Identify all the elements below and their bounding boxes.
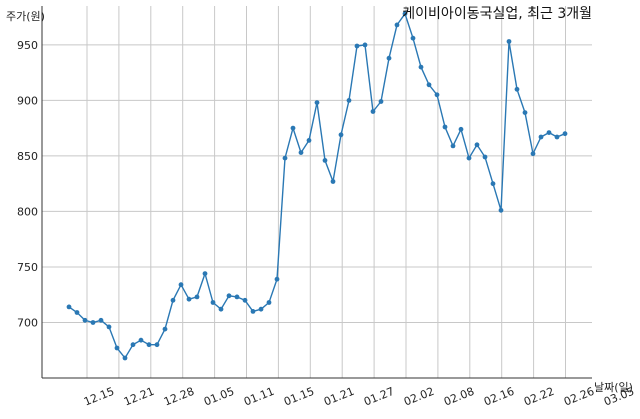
data-point [410,35,416,41]
data-point [530,151,536,157]
data-point [122,355,128,361]
data-point [434,92,440,98]
data-point [490,181,496,187]
x-tick-label: 01.21 [322,385,356,409]
x-axis-label: 날짜(일) [594,380,633,394]
y-tick-label: 700 [17,317,38,330]
x-tick-label: 02.02 [402,385,436,409]
data-point [250,309,256,314]
axes [41,6,592,379]
data-point [74,310,80,315]
y-tick-label: 900 [17,94,38,107]
data-point [258,306,264,312]
data-point [562,131,568,137]
data-point [426,82,432,88]
data-point [354,43,360,49]
data-point [194,294,200,300]
y-tick-labels: 700 750 800 850 900 950 [17,39,38,330]
data-point [274,276,280,282]
data-point [466,155,472,161]
data-point [370,109,376,114]
data-point [418,64,424,70]
data-point [514,86,520,92]
chart-title: 케이비아이동국실업, 최근 3개월 [402,6,592,22]
data-point [554,134,560,140]
data-point [546,130,552,136]
x-tick-label: 02.22 [522,385,556,409]
data-point [498,207,504,213]
x-tick-label: 02.08 [442,385,476,409]
data-point [298,150,304,156]
data-point [170,297,176,303]
data-point [458,126,464,132]
x-tick-label: 01.05 [202,385,236,409]
data-point [266,300,272,305]
data-point [338,132,344,138]
data-point [378,99,384,104]
data-point [154,342,160,348]
data-point [322,158,328,163]
y-tick-label: 850 [17,150,38,163]
data-point [306,138,312,143]
price-line [68,12,566,360]
data-point [242,297,248,303]
data-point [106,324,112,330]
x-tick-label: 02.26 [562,385,596,409]
data-point [130,342,136,348]
x-tick-label: 02.16 [482,385,516,409]
y-axis-label: 주가(원) [6,10,45,23]
data-point [474,142,480,148]
x-tick-labels: 12.15 12.21 12.28 01.05 01.11 01.15 01.21 01.27… [82,385,636,409]
x-tick-label: 01.15 [282,385,316,409]
data-point [282,155,288,161]
data-point [290,125,296,131]
data-point [450,143,456,149]
data-point [162,326,168,332]
data-point [314,100,320,105]
data-point [202,271,208,276]
data-point [178,282,184,288]
x-tick-label: 12.28 [162,385,196,409]
data-point [386,55,392,61]
data-point [146,342,152,348]
y-tick-label: 950 [17,39,38,52]
data-point [226,293,232,299]
data-point [186,296,192,302]
data-point [402,11,408,17]
data-point [506,39,512,44]
data-point [210,300,216,305]
price-series [66,11,568,361]
data-point [114,345,120,351]
x-tick-label: 12.21 [122,385,156,409]
data-point [330,179,336,184]
data-point [66,304,72,310]
data-point [442,124,448,130]
x-tick-label: 01.27 [362,385,396,409]
data-point [90,320,96,325]
y-gridlines [42,44,592,323]
data-point [362,42,368,48]
data-point [346,98,352,103]
data-point [218,306,224,312]
data-point [538,134,544,140]
x-tick-label: 12.15 [82,385,116,409]
data-point [138,337,144,343]
x-tick-label: 01.11 [242,385,276,409]
y-tick-label: 800 [17,205,38,218]
data-point [82,317,88,323]
data-point [482,154,488,160]
data-point [394,22,400,28]
data-point [98,317,104,323]
data-point [234,294,240,300]
y-tick-label: 750 [17,261,38,274]
data-point [522,110,528,115]
